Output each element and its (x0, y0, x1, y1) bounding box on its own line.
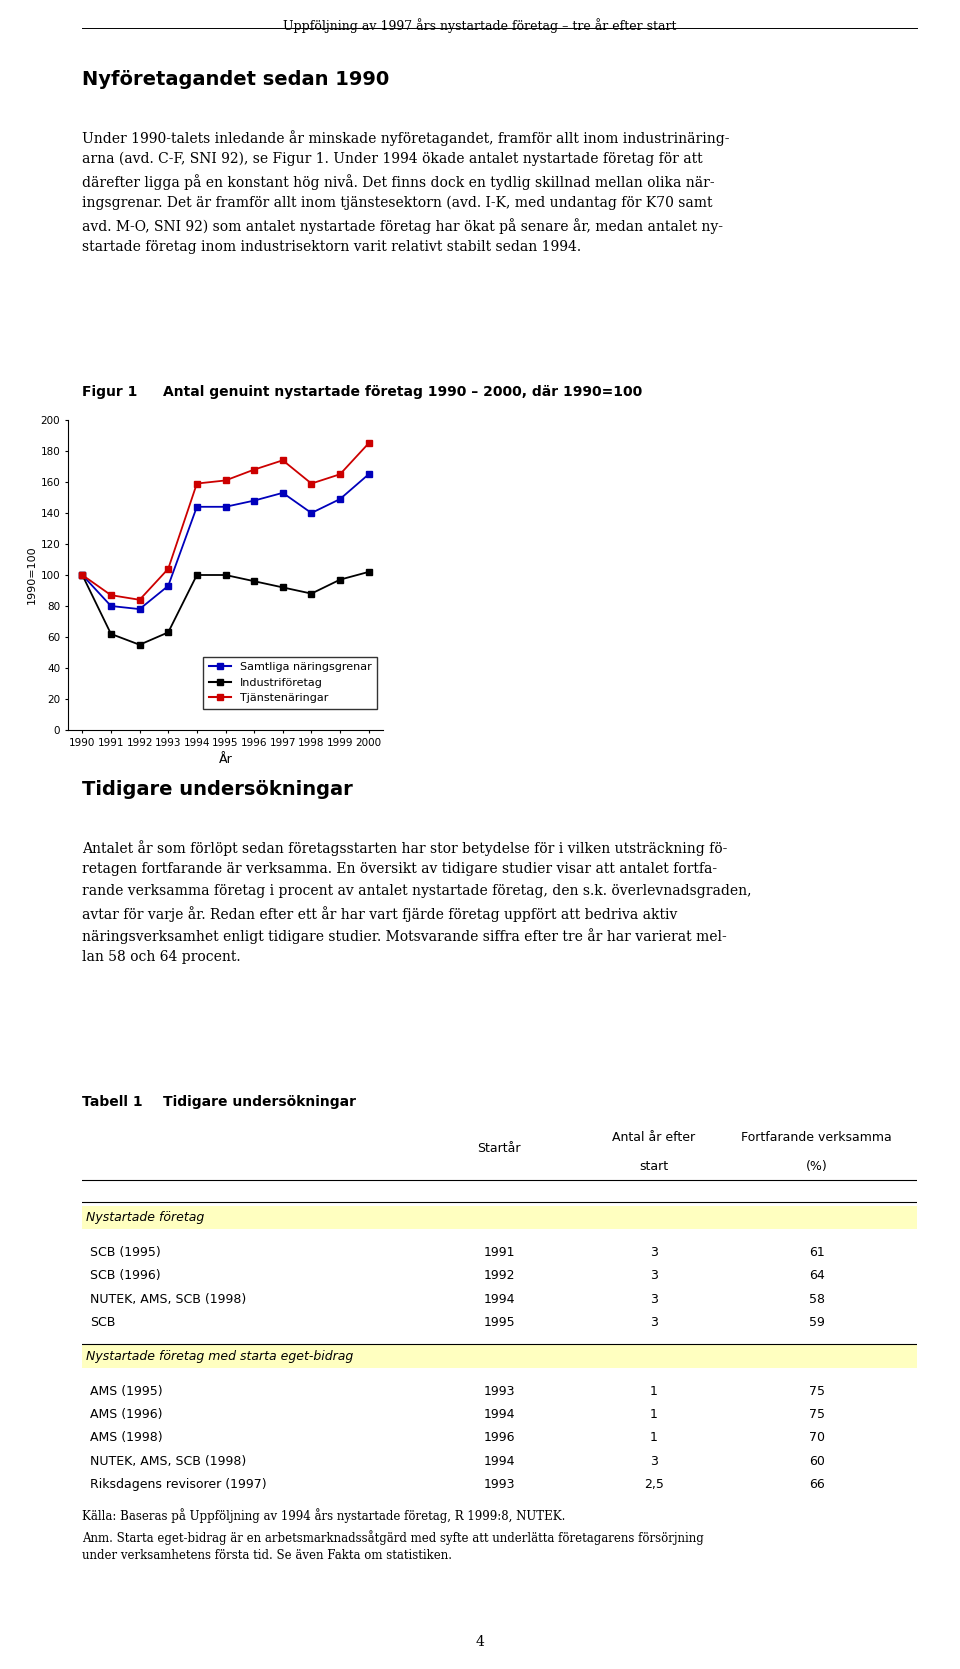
Text: 1993: 1993 (484, 1479, 515, 1490)
Text: SCB (1995): SCB (1995) (90, 1245, 160, 1258)
Text: 58: 58 (808, 1293, 825, 1305)
Text: 1995: 1995 (484, 1317, 515, 1329)
Bar (82, 1205, 917, 1228)
Text: avd. M-O, SNI 92) som antalet nystartade företag har ökat på senare år, medan an: avd. M-O, SNI 92) som antalet nystartade… (82, 219, 723, 234)
Text: SCB: SCB (90, 1317, 115, 1329)
Text: 2,5: 2,5 (644, 1479, 663, 1490)
Text: (%): (%) (805, 1160, 828, 1173)
Text: avtar för varje år. Redan efter ett år har vart fjärde företag uppfört att bedri: avtar för varje år. Redan efter ett år h… (82, 906, 677, 921)
Bar (82, 1344, 917, 1367)
Text: Riksdagens revisorer (1997): Riksdagens revisorer (1997) (90, 1479, 267, 1490)
Legend: Samtliga näringsgrenar, Industriföretag, Tjänstenäringar: Samtliga näringsgrenar, Industriföretag,… (204, 656, 377, 709)
Text: 64: 64 (808, 1270, 825, 1282)
Text: ingsgrenar. Det är framför allt inom tjänstesektorn (avd. I-K, med undantag för : ingsgrenar. Det är framför allt inom tjä… (82, 195, 712, 210)
Text: Figur 1: Figur 1 (82, 386, 137, 399)
Y-axis label: 1990=100: 1990=100 (27, 546, 36, 604)
Text: 1994: 1994 (484, 1409, 515, 1420)
Text: Antal genuint nystartade företag 1990 – 2000, där 1990=100: Antal genuint nystartade företag 1990 – … (163, 386, 642, 399)
Text: näringsverksamhet enligt tidigare studier. Motsvarande siffra efter tre år har v: näringsverksamhet enligt tidigare studie… (82, 928, 727, 945)
Text: 66: 66 (808, 1479, 825, 1490)
Text: 75: 75 (808, 1409, 825, 1420)
Text: 4: 4 (475, 1636, 485, 1649)
Text: AMS (1996): AMS (1996) (90, 1409, 162, 1420)
Text: Antalet år som förlöpt sedan företagsstarten har stor betydelse för i vilken uts: Antalet år som förlöpt sedan företagssta… (82, 840, 727, 856)
Text: 75: 75 (808, 1385, 825, 1397)
Text: Startår: Startår (477, 1142, 521, 1155)
Text: Under 1990-talets inledande år minskade nyföretagandet, framför allt inom indust: Under 1990-talets inledande år minskade … (82, 130, 729, 145)
Text: 1992: 1992 (484, 1270, 515, 1282)
Text: 3: 3 (650, 1270, 658, 1282)
Text: NUTEK, AMS, SCB (1998): NUTEK, AMS, SCB (1998) (90, 1455, 246, 1467)
Text: AMS (1998): AMS (1998) (90, 1432, 162, 1444)
Text: 3: 3 (650, 1245, 658, 1258)
Text: arna (avd. C-F, SNI 92), se Figur 1. Under 1994 ökade antalet nystartade företag: arna (avd. C-F, SNI 92), se Figur 1. Und… (82, 152, 702, 167)
Text: Fortfarande verksamma: Fortfarande verksamma (741, 1132, 892, 1145)
Text: Tidigare undersökningar: Tidigare undersökningar (163, 1095, 356, 1108)
Text: 70: 70 (808, 1432, 825, 1444)
Text: retagen fortfarande är verksamma. En översikt av tidigare studier visar att anta: retagen fortfarande är verksamma. En öve… (82, 861, 717, 876)
Text: startade företag inom industrisektorn varit relativt stabilt sedan 1994.: startade företag inom industrisektorn va… (82, 240, 581, 254)
Text: Nyföretagandet sedan 1990: Nyföretagandet sedan 1990 (82, 70, 389, 88)
Text: SCB (1996): SCB (1996) (90, 1270, 160, 1282)
Text: 1: 1 (650, 1432, 658, 1444)
Text: 1996: 1996 (484, 1432, 515, 1444)
Text: 1991: 1991 (484, 1245, 515, 1258)
Text: 3: 3 (650, 1455, 658, 1467)
Text: Nystartade företag med starta eget-bidrag: Nystartade företag med starta eget-bidra… (85, 1350, 353, 1362)
Text: start: start (639, 1160, 668, 1173)
X-axis label: År: År (219, 753, 232, 766)
Text: Nystartade företag: Nystartade företag (85, 1212, 204, 1223)
Text: 60: 60 (808, 1455, 825, 1467)
Text: lan 58 och 64 procent.: lan 58 och 64 procent. (82, 950, 240, 965)
Text: 1993: 1993 (484, 1385, 515, 1397)
Text: 1994: 1994 (484, 1293, 515, 1305)
Text: Tabell 1: Tabell 1 (82, 1095, 142, 1108)
Text: 3: 3 (650, 1293, 658, 1305)
Text: 61: 61 (808, 1245, 825, 1258)
Text: 1: 1 (650, 1385, 658, 1397)
Text: 3: 3 (650, 1317, 658, 1329)
Text: Anm. Starta eget-bidrag är en arbetsmarknadssåtgärd med syfte att underlätta för: Anm. Starta eget-bidrag är en arbetsmark… (82, 1530, 704, 1562)
Text: därefter ligga på en konstant hög nivå. Det finns dock en tydlig skillnad mellan: därefter ligga på en konstant hög nivå. … (82, 174, 714, 190)
Text: 1: 1 (650, 1409, 658, 1420)
Text: 1994: 1994 (484, 1455, 515, 1467)
Text: Källa: Baseras på Uppföljning av 1994 års nystartade företag, R 1999:8, NUTEK.: Källa: Baseras på Uppföljning av 1994 år… (82, 1509, 565, 1522)
Text: Antal år efter: Antal år efter (612, 1132, 695, 1145)
Text: AMS (1995): AMS (1995) (90, 1385, 162, 1397)
Text: 59: 59 (808, 1317, 825, 1329)
Text: Tidigare undersökningar: Tidigare undersökningar (82, 779, 352, 799)
Text: rande verksamma företag i procent av antalet nystartade företag, den s.k. överle: rande verksamma företag i procent av ant… (82, 885, 751, 898)
Text: NUTEK, AMS, SCB (1998): NUTEK, AMS, SCB (1998) (90, 1293, 246, 1305)
Text: Uppföljning av 1997 års nystartade företag – tre år efter start: Uppföljning av 1997 års nystartade föret… (283, 18, 677, 33)
